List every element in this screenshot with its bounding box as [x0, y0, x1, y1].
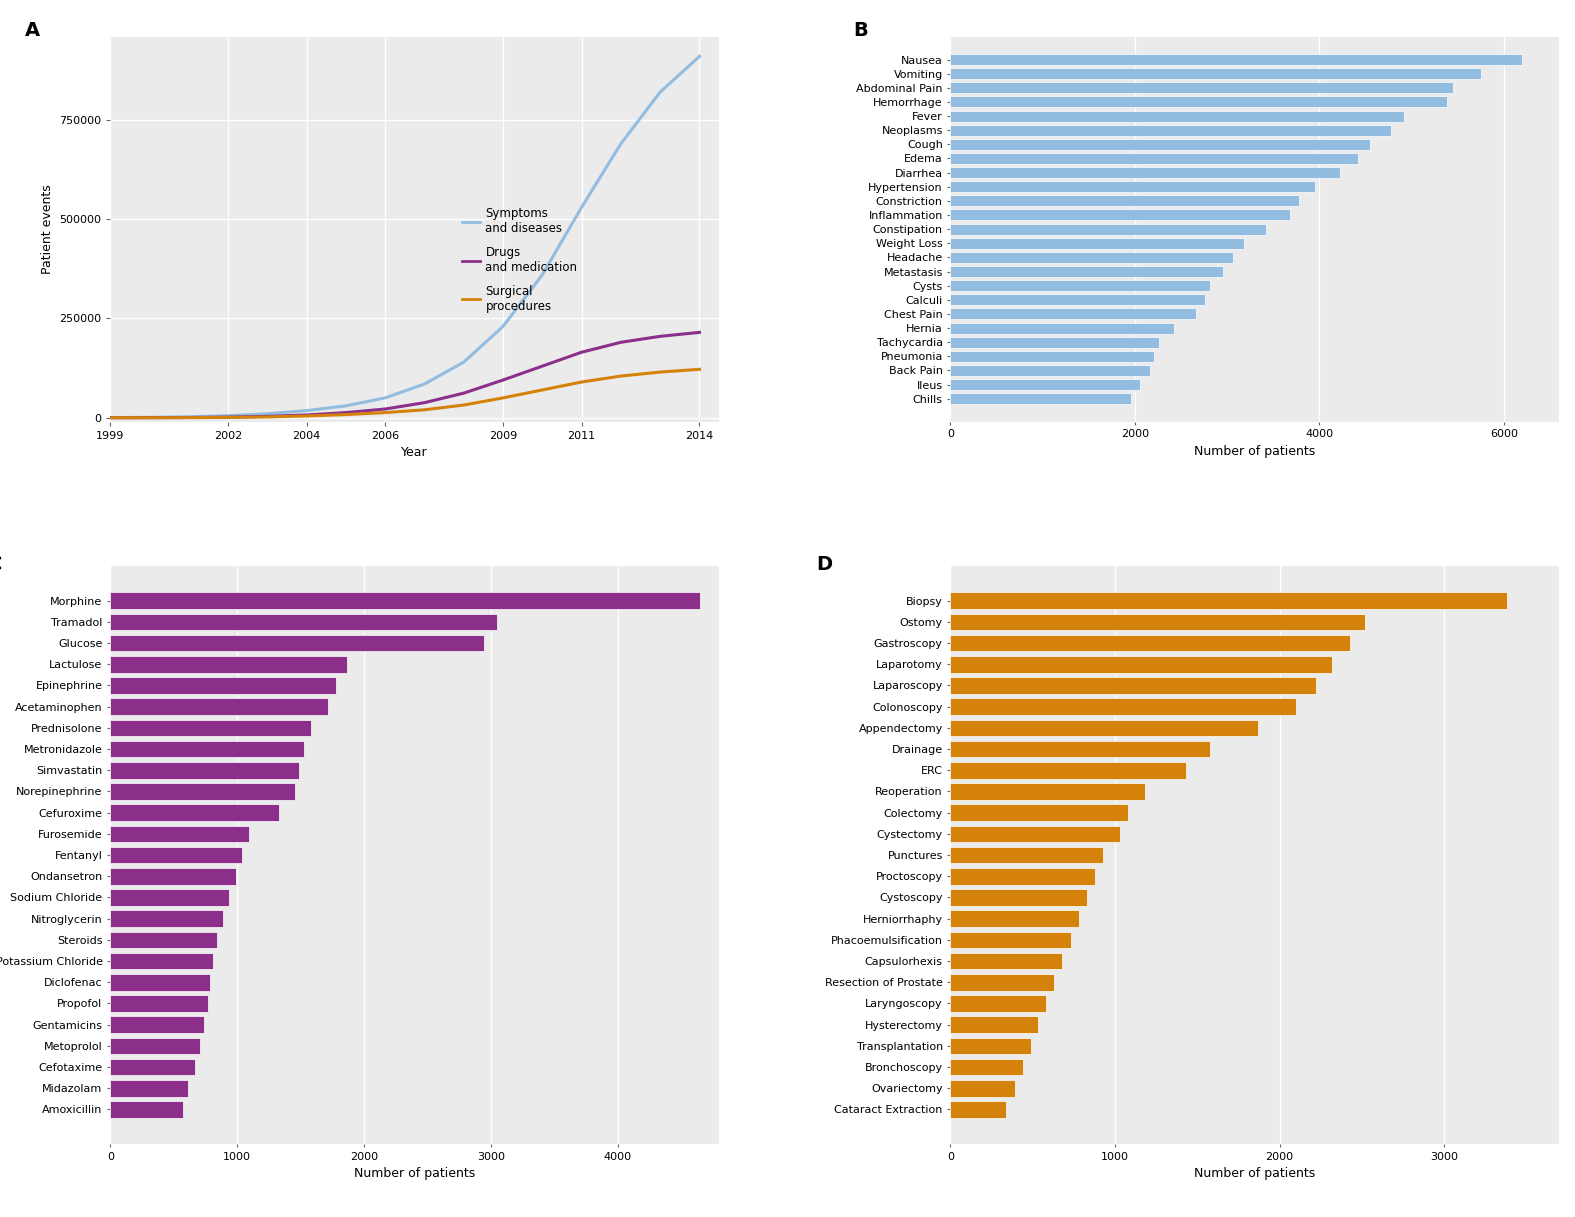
Bar	[950, 308, 1195, 319]
Bar	[110, 996, 208, 1011]
Bar	[110, 741, 304, 757]
Bar	[950, 1016, 1038, 1033]
Bar	[950, 267, 1224, 277]
Bar	[950, 83, 1454, 94]
Bar	[950, 762, 1186, 779]
Bar	[110, 974, 211, 991]
Bar	[110, 613, 498, 630]
Bar	[110, 910, 224, 927]
Bar	[950, 953, 1062, 969]
Text: C: C	[0, 555, 3, 573]
Bar	[110, 1059, 195, 1076]
Bar	[950, 719, 1258, 736]
Text: A: A	[25, 21, 39, 40]
Bar	[950, 224, 1266, 235]
Bar	[950, 209, 1290, 220]
Bar	[950, 593, 1507, 608]
Bar	[950, 323, 1173, 333]
Bar	[950, 741, 1211, 757]
Bar	[950, 68, 1480, 79]
Y-axis label: Patient events: Patient events	[41, 184, 54, 274]
X-axis label: Number of patients: Number of patients	[1194, 1167, 1315, 1180]
Bar	[950, 613, 1366, 630]
Legend: Symptoms
and diseases, Drugs
and medication, Surgical
procedures: Symptoms and diseases, Drugs and medicat…	[457, 202, 583, 318]
Bar	[950, 804, 1128, 821]
X-axis label: Number of patients: Number of patients	[354, 1167, 476, 1180]
Bar	[110, 593, 699, 608]
X-axis label: Year: Year	[402, 447, 428, 459]
Bar	[950, 677, 1315, 694]
Bar	[950, 153, 1358, 164]
Bar	[110, 784, 296, 800]
Bar	[110, 1079, 187, 1097]
Bar	[110, 1038, 200, 1054]
Bar	[950, 635, 1350, 651]
Bar	[110, 1101, 183, 1117]
Bar	[950, 54, 1523, 65]
Bar	[950, 1038, 1032, 1054]
Bar	[110, 656, 348, 673]
Bar	[950, 196, 1299, 207]
Bar	[950, 931, 1071, 948]
Bar	[110, 825, 249, 842]
Bar	[950, 337, 1159, 348]
Bar	[950, 237, 1244, 248]
Bar	[110, 699, 329, 714]
Bar	[110, 868, 236, 885]
Bar	[950, 890, 1087, 905]
Bar	[950, 784, 1145, 800]
Bar	[950, 295, 1205, 305]
Bar	[950, 280, 1210, 291]
Bar	[950, 1059, 1022, 1076]
Bar	[950, 252, 1233, 263]
Bar	[950, 139, 1370, 150]
Bar	[950, 124, 1391, 136]
Bar	[950, 1101, 1006, 1117]
Bar	[950, 1079, 1014, 1097]
Bar	[110, 804, 279, 821]
Bar	[110, 719, 310, 736]
Bar	[950, 378, 1140, 391]
Bar	[950, 825, 1120, 842]
Text: D: D	[816, 555, 833, 573]
Bar	[950, 96, 1447, 107]
Bar	[950, 167, 1340, 178]
Bar	[950, 910, 1079, 927]
Bar	[950, 699, 1296, 714]
Bar	[110, 1016, 205, 1033]
Bar	[950, 111, 1405, 122]
Bar	[950, 393, 1131, 404]
Bar	[950, 974, 1054, 991]
Bar	[110, 635, 485, 651]
Bar	[950, 365, 1150, 376]
Bar	[950, 350, 1154, 361]
Bar	[110, 953, 213, 969]
Bar	[950, 868, 1095, 885]
Bar	[110, 890, 230, 905]
Bar	[110, 762, 299, 779]
Bar	[950, 847, 1104, 863]
Bar	[110, 677, 335, 694]
Bar	[950, 996, 1046, 1011]
Bar	[950, 181, 1315, 192]
Bar	[110, 931, 217, 948]
X-axis label: Number of patients: Number of patients	[1194, 445, 1315, 458]
Text: B: B	[854, 21, 868, 40]
Bar	[110, 847, 243, 863]
Bar	[950, 656, 1332, 673]
